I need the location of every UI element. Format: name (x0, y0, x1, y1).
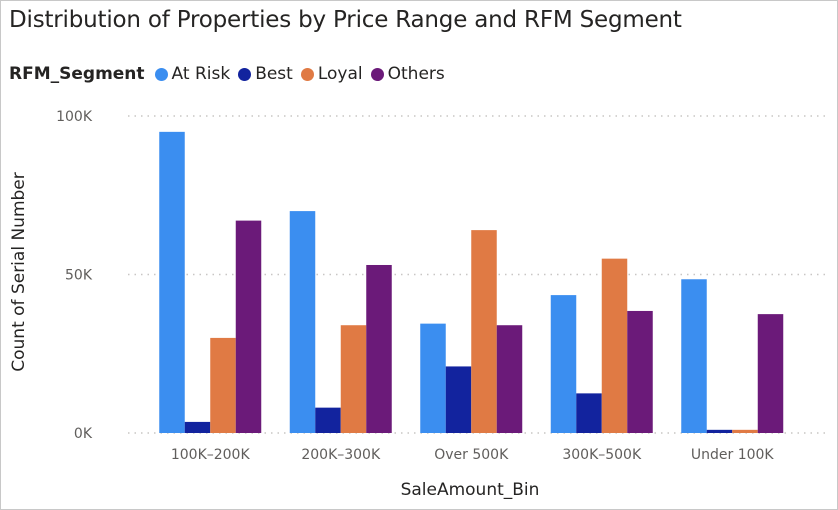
chart-title: Distribution of Properties by Price Rang… (9, 7, 682, 33)
bar-best-4[interactable] (576, 393, 602, 433)
x-axis-title: SaleAmount_Bin (401, 480, 540, 500)
x-tick-label: Under 100K (691, 447, 775, 463)
legend-item-1[interactable]: At Risk (154, 64, 231, 84)
legend-dot-icon (154, 67, 168, 81)
bar-others-1[interactable] (235, 220, 262, 433)
x-tick-label: Over 500K (434, 447, 509, 463)
bar-at-risk-4[interactable] (550, 295, 577, 433)
bar-others-3[interactable] (496, 325, 523, 433)
bar-loyal-3[interactable] (471, 230, 497, 433)
legend-items: At Risk Best Loyal Others (154, 64, 453, 84)
legend-label: Others (387, 64, 445, 84)
x-tick-label: 100K–200K (171, 447, 251, 463)
bar-at-risk-3[interactable] (420, 323, 446, 433)
bar-loyal-4[interactable] (601, 258, 628, 433)
y-tick-label: 100K (56, 109, 93, 125)
legend-label: At Risk (171, 64, 231, 84)
bar-loyal-5[interactable] (732, 429, 758, 433)
legend-dot-icon (300, 67, 314, 81)
y-tick-label: 0K (74, 426, 93, 442)
bar-best-3[interactable] (445, 366, 472, 433)
x-tick-label: 300K–500K (562, 447, 642, 463)
bar-others-2[interactable] (366, 264, 392, 433)
bar-others-5[interactable] (757, 314, 784, 433)
legend-dot-icon (370, 67, 384, 81)
bar-loyal-1[interactable] (210, 337, 236, 433)
legend-item-3[interactable]: Loyal (300, 64, 363, 84)
y-tick-label: 50K (65, 268, 93, 284)
legend-title: RFM_Segment (9, 64, 145, 84)
legend-item-4[interactable]: Others (370, 64, 445, 84)
bar-at-risk-5[interactable] (681, 279, 707, 433)
bar-loyal-2[interactable] (340, 325, 367, 433)
legend-item-2[interactable]: Best (238, 64, 293, 84)
legend-label: Best (255, 64, 293, 84)
legend: RFM_Segment At Risk Best Loyal Others (9, 61, 453, 87)
bar-at-risk-1[interactable] (159, 131, 185, 433)
y-axis-ticks: 0K 50K 100K (56, 109, 93, 442)
bar-best-5[interactable] (706, 429, 733, 433)
x-tick-label: 200K–300K (301, 447, 381, 463)
bar-at-risk-2[interactable] (289, 211, 316, 433)
legend-dot-icon (238, 67, 252, 81)
bar-best-2[interactable] (315, 407, 341, 433)
bar-others-4[interactable] (627, 310, 653, 433)
bars (159, 131, 784, 433)
legend-label: Loyal (317, 64, 363, 84)
y-axis-title: Count of Serial Number (9, 172, 29, 371)
x-axis-ticks: 100K–200K 200K–300K Over 500K 300K–500K Unde… (171, 447, 775, 463)
bar-best-1[interactable] (184, 421, 211, 433)
